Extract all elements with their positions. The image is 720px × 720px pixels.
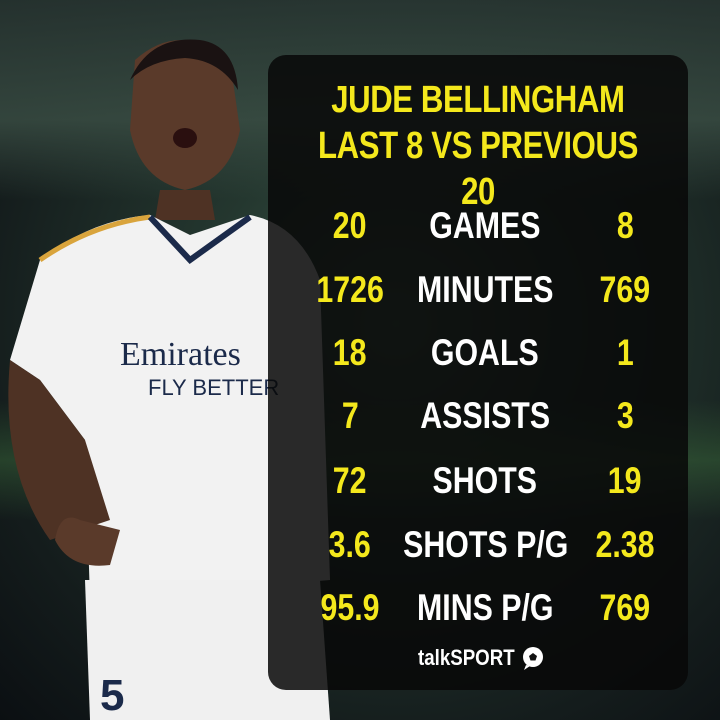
previous-value: 1726 — [316, 269, 384, 310]
player-photo: Emirates FLY BETTER 5 — [8, 39, 330, 720]
last-value: 19 — [608, 460, 642, 501]
last-value: 1 — [616, 332, 634, 373]
stat-row-games: 20 GAMES 8 — [268, 201, 688, 251]
shirt-slogan: FLY BETTER — [148, 375, 279, 400]
last-value: 769 — [599, 269, 651, 310]
stat-row-shots-per-game: 3.6 SHOTS P/G 2.38 — [268, 520, 688, 570]
stat-row-goals: 18 GOALS 1 — [268, 328, 688, 378]
football-icon — [522, 647, 543, 670]
stats-panel: JUDE BELLINGHAM LAST 8 VS PREVIOUS 20 20… — [268, 55, 688, 690]
stat-row-assists: 7 ASSISTS 3 — [268, 391, 688, 441]
stat-label: GAMES — [429, 205, 541, 246]
stat-label: GOALS — [431, 332, 539, 373]
stat-label: SHOTS P/G — [403, 524, 569, 565]
brand-name: talkSPORT — [418, 645, 515, 670]
last-value: 769 — [599, 587, 651, 628]
shirt-sponsor: Emirates — [120, 336, 241, 373]
previous-value: 7 — [341, 395, 359, 436]
talksport-logo: talkSPORT — [418, 643, 546, 673]
title-comparison: LAST 8 VS PREVIOUS 20 — [318, 125, 638, 213]
stat-label: MINS P/G — [416, 587, 554, 628]
stat-row-shots: 72 SHOTS 19 — [268, 456, 688, 506]
stat-label: SHOTS — [432, 460, 538, 501]
previous-value: 72 — [333, 460, 367, 501]
last-value: 8 — [616, 205, 634, 246]
previous-value: 18 — [333, 332, 367, 373]
stat-row-minutes: 1726 MINUTES 769 — [268, 265, 688, 315]
title-player: JUDE BELLINGHAM — [331, 79, 625, 121]
previous-value: 20 — [333, 205, 367, 246]
stat-label: ASSISTS — [420, 395, 550, 436]
shirt-number: 5 — [100, 671, 124, 720]
last-value: 2.38 — [595, 524, 655, 565]
stat-row-mins-per-game: 95.9 MINS P/G 769 — [268, 583, 688, 633]
stat-label: MINUTES — [416, 269, 554, 310]
previous-value: 3.6 — [328, 524, 372, 565]
previous-value: 95.9 — [320, 587, 380, 628]
last-value: 3 — [616, 395, 634, 436]
